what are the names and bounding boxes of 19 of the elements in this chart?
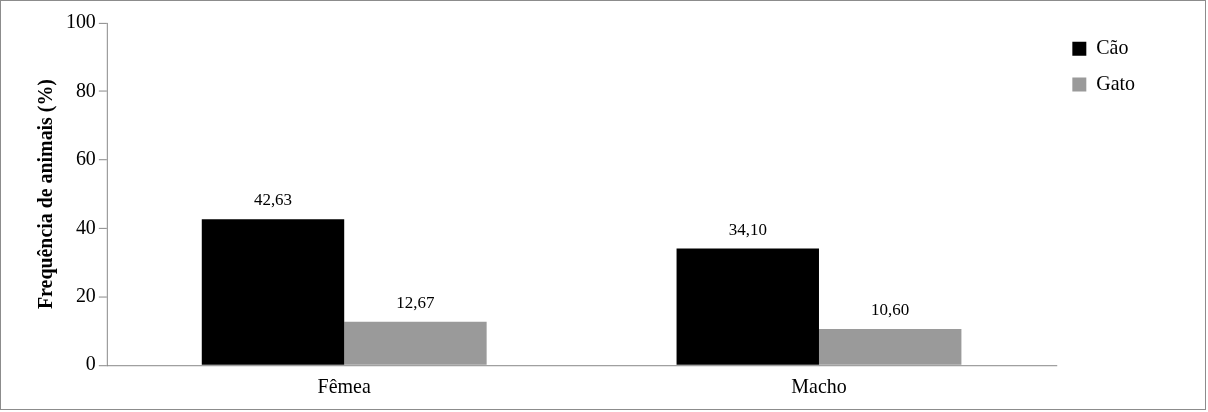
data-label: 10,60	[871, 299, 910, 319]
data-label: 34,10	[728, 219, 767, 239]
y-tick-label: 80	[75, 78, 96, 101]
y-tick-label: 100	[65, 10, 96, 33]
y-tick-label: 0	[85, 352, 96, 375]
bar	[676, 248, 819, 365]
x-tick-label: Macho	[791, 375, 847, 398]
bar	[201, 219, 345, 365]
legend-label: Gato	[1096, 71, 1136, 94]
y-axis-title: Frequência de animais (%)	[34, 79, 58, 310]
data-label: 42,63	[253, 190, 293, 210]
data-label: 12,67	[396, 292, 435, 312]
y-tick-label: 40	[75, 215, 96, 238]
y-tick-label: 60	[75, 147, 96, 170]
legend-label: Cão	[1096, 36, 1129, 58]
x-tick-label: Fêmea	[317, 375, 371, 398]
bar	[344, 321, 487, 365]
bar	[818, 328, 962, 365]
y-tick-label: 20	[75, 284, 96, 306]
